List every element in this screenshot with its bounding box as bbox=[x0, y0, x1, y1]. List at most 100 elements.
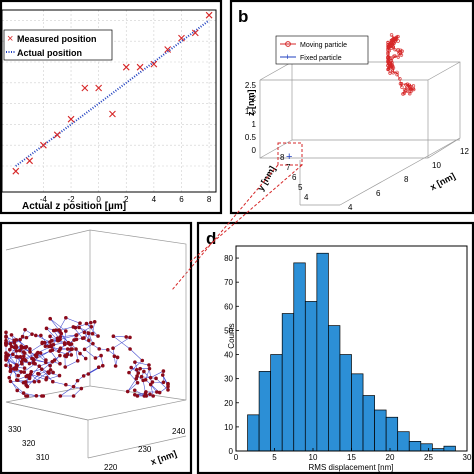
random-walk-point bbox=[44, 326, 49, 331]
legend-marker-fixed: + bbox=[285, 52, 290, 62]
measured-position-point bbox=[205, 11, 213, 19]
moving-particle-point bbox=[393, 47, 397, 52]
random-walk-point bbox=[48, 368, 53, 372]
moving-particle-point bbox=[396, 55, 400, 59]
random-walk-point bbox=[47, 371, 51, 375]
random-walk-point bbox=[89, 324, 94, 329]
random-walk-point bbox=[58, 394, 63, 398]
random-walk-point bbox=[47, 344, 51, 349]
histogram-bar bbox=[351, 373, 364, 452]
moving-particle-point bbox=[388, 71, 392, 75]
random-walk-point bbox=[39, 333, 43, 338]
panel-d-ytick-label: 0 bbox=[229, 447, 234, 456]
zoom-connector-left bbox=[171, 164, 279, 291]
panel-c-frame bbox=[0, 221, 193, 474]
random-walk-point bbox=[23, 358, 28, 363]
panel-a-legend bbox=[3, 29, 113, 61]
random-walk-point bbox=[96, 365, 101, 370]
panel-b-ytick-label: 4 bbox=[304, 193, 309, 202]
panel-a-xtick-label: -2 bbox=[67, 195, 75, 204]
random-walk-point bbox=[113, 364, 118, 368]
random-walk-point bbox=[99, 353, 103, 358]
random-walk-point bbox=[64, 329, 68, 333]
random-walk-point bbox=[65, 347, 70, 351]
panel-a-xtick-label: 8 bbox=[207, 195, 212, 204]
random-walk-point bbox=[135, 374, 139, 378]
panel-a-xtick-label: 0 bbox=[96, 195, 101, 204]
panel-c-box-edge-front-left bbox=[5, 401, 89, 421]
panel-d-xlabel: RMS displacement [nm] bbox=[309, 463, 394, 472]
panel-b-box-edge-bottom-back bbox=[259, 139, 293, 159]
random-walk-point bbox=[132, 388, 137, 393]
random-walk-point bbox=[93, 356, 98, 360]
random-walk-point bbox=[75, 359, 80, 363]
random-walk-point bbox=[36, 350, 40, 355]
random-walk-point bbox=[20, 357, 25, 362]
random-walk-point bbox=[58, 353, 62, 358]
random-walk-point bbox=[71, 325, 76, 329]
random-walk-point bbox=[34, 393, 39, 398]
random-walk-point bbox=[22, 366, 27, 370]
panel-d-chart: 0 5 10 15 20 25 30 0 10 20 30 40 50 60 70 80 Counts RM… bbox=[224, 245, 472, 472]
random-walk-point bbox=[30, 332, 34, 336]
measured-position-point bbox=[81, 84, 89, 92]
random-walk-point bbox=[18, 337, 22, 342]
random-walk-point bbox=[48, 334, 52, 339]
histogram-bar bbox=[316, 252, 329, 452]
random-walk-point bbox=[79, 386, 84, 391]
random-walk-point bbox=[4, 330, 8, 335]
random-walk-point bbox=[83, 356, 88, 361]
panel-d-ylabel: Counts bbox=[227, 323, 236, 348]
panel-b-xtick-label: 10 bbox=[432, 161, 441, 170]
panel-d-ytick-label: 80 bbox=[224, 254, 233, 263]
moving-particle-point bbox=[389, 43, 394, 47]
panel-b-ztick-label: 0 bbox=[252, 146, 257, 155]
measured-position-point bbox=[12, 167, 20, 175]
random-walk-point bbox=[148, 392, 152, 397]
random-walk-point bbox=[48, 363, 52, 368]
random-walk-point bbox=[138, 366, 142, 371]
random-walk-point bbox=[24, 335, 29, 340]
histogram-bar bbox=[304, 301, 318, 452]
panel-b-box-edge-top-right bbox=[427, 61, 461, 81]
random-walk-point bbox=[4, 342, 8, 347]
random-walk-point bbox=[15, 378, 20, 383]
random-walk-point bbox=[160, 373, 165, 377]
random-walk-point bbox=[91, 341, 95, 346]
random-walk-point bbox=[82, 347, 87, 352]
panel-d-xtick-label: 0 bbox=[234, 453, 239, 462]
moving-particle-point bbox=[386, 55, 390, 60]
random-walk-point bbox=[50, 348, 55, 352]
random-walk-point bbox=[57, 328, 61, 332]
random-walk-point bbox=[19, 370, 23, 374]
legend-label-measured: Measured position bbox=[17, 34, 97, 44]
histogram-bar bbox=[270, 354, 283, 452]
fixed-particle-marker: + bbox=[286, 151, 292, 163]
random-walk-point bbox=[24, 394, 28, 398]
random-walk-point bbox=[77, 325, 81, 330]
histogram-bar bbox=[247, 414, 260, 452]
moving-particle-point bbox=[387, 64, 392, 68]
measured-position-point bbox=[164, 46, 172, 53]
random-walk-point bbox=[144, 394, 149, 398]
measured-position-point bbox=[53, 131, 61, 139]
random-walk-point bbox=[34, 354, 39, 359]
panel-b-box-edge-diagonal bbox=[339, 137, 461, 206]
random-walk-point bbox=[15, 363, 19, 368]
moving-particle-point bbox=[390, 60, 394, 65]
panel-c-box-edge-base bbox=[87, 435, 187, 459]
panel-d-ytick-label: 20 bbox=[224, 399, 233, 408]
panel-b-xtick-label: 12 bbox=[460, 147, 469, 156]
random-walk-point bbox=[15, 388, 20, 393]
panel-d-letter: d bbox=[206, 229, 216, 248]
random-walk-point bbox=[33, 333, 38, 338]
random-walk-point bbox=[87, 338, 91, 343]
random-walk-point bbox=[48, 340, 52, 344]
random-walk-point bbox=[147, 363, 151, 367]
measured-position-point bbox=[67, 115, 75, 123]
panel-c-box-edge-floor-right bbox=[89, 385, 187, 401]
random-walk-point bbox=[74, 337, 79, 342]
random-walk-point bbox=[115, 355, 120, 360]
legend-label-moving: Moving particle bbox=[300, 42, 347, 49]
panel-b-letter: b bbox=[238, 7, 248, 26]
